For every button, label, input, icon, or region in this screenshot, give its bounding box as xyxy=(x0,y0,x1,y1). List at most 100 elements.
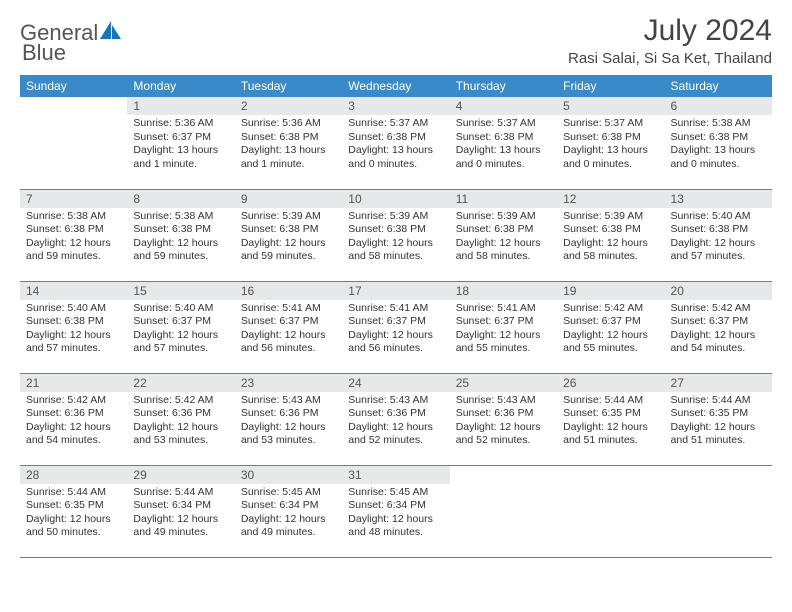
daylight-text: Daylight: 12 hours and 57 minutes. xyxy=(671,237,766,264)
day-number: 12 xyxy=(557,190,664,208)
daylight-text: Daylight: 12 hours and 54 minutes. xyxy=(26,421,121,448)
calendar-cell xyxy=(665,465,772,557)
weekday-header-row: Sunday Monday Tuesday Wednesday Thursday… xyxy=(20,75,772,97)
day-number: 21 xyxy=(20,374,127,392)
daylight-text: Daylight: 13 hours and 0 minutes. xyxy=(563,144,658,171)
daylight-text: Daylight: 12 hours and 49 minutes. xyxy=(241,513,336,540)
daylight-text: Daylight: 12 hours and 51 minutes. xyxy=(671,421,766,448)
sunrise-text: Sunrise: 5:43 AM xyxy=(241,394,336,408)
day-body: Sunrise: 5:40 AMSunset: 6:38 PMDaylight:… xyxy=(665,208,772,269)
day-number: 23 xyxy=(235,374,342,392)
calendar-cell: 6Sunrise: 5:38 AMSunset: 6:38 PMDaylight… xyxy=(665,97,772,189)
weekday-header: Friday xyxy=(557,75,664,97)
calendar-row: 7Sunrise: 5:38 AMSunset: 6:38 PMDaylight… xyxy=(20,189,772,281)
sunset-text: Sunset: 6:37 PM xyxy=(456,315,551,329)
day-number: 5 xyxy=(557,97,664,115)
day-number: 4 xyxy=(450,97,557,115)
day-number: 17 xyxy=(342,282,449,300)
sunset-text: Sunset: 6:38 PM xyxy=(671,131,766,145)
daylight-text: Daylight: 12 hours and 56 minutes. xyxy=(348,329,443,356)
day-body: Sunrise: 5:43 AMSunset: 6:36 PMDaylight:… xyxy=(342,392,449,453)
weekday-header: Saturday xyxy=(665,75,772,97)
daylight-text: Daylight: 12 hours and 51 minutes. xyxy=(563,421,658,448)
weekday-header: Tuesday xyxy=(235,75,342,97)
sunset-text: Sunset: 6:38 PM xyxy=(456,131,551,145)
day-body: Sunrise: 5:39 AMSunset: 6:38 PMDaylight:… xyxy=(235,208,342,269)
page-header: General July 2024 Rasi Salai, Si Sa Ket,… xyxy=(20,14,772,67)
sunset-text: Sunset: 6:38 PM xyxy=(133,223,228,237)
calendar-row: 21Sunrise: 5:42 AMSunset: 6:36 PMDayligh… xyxy=(20,373,772,465)
daylight-text: Daylight: 12 hours and 53 minutes. xyxy=(133,421,228,448)
weekday-header: Monday xyxy=(127,75,234,97)
calendar-table: Sunday Monday Tuesday Wednesday Thursday… xyxy=(20,75,772,558)
day-body: Sunrise: 5:38 AMSunset: 6:38 PMDaylight:… xyxy=(20,208,127,269)
sunrise-text: Sunrise: 5:44 AM xyxy=(26,486,121,500)
day-number: 27 xyxy=(665,374,772,392)
day-number: 29 xyxy=(127,466,234,484)
sunrise-text: Sunrise: 5:37 AM xyxy=(563,117,658,131)
sunrise-text: Sunrise: 5:40 AM xyxy=(133,302,228,316)
day-number: 22 xyxy=(127,374,234,392)
daylight-text: Daylight: 12 hours and 52 minutes. xyxy=(456,421,551,448)
daylight-text: Daylight: 12 hours and 55 minutes. xyxy=(456,329,551,356)
day-body: Sunrise: 5:41 AMSunset: 6:37 PMDaylight:… xyxy=(342,300,449,361)
day-number: 26 xyxy=(557,374,664,392)
sunrise-text: Sunrise: 5:40 AM xyxy=(26,302,121,316)
sunset-text: Sunset: 6:37 PM xyxy=(241,315,336,329)
calendar-cell: 28Sunrise: 5:44 AMSunset: 6:35 PMDayligh… xyxy=(20,465,127,557)
sunrise-text: Sunrise: 5:37 AM xyxy=(348,117,443,131)
calendar-row: 1Sunrise: 5:36 AMSunset: 6:37 PMDaylight… xyxy=(20,97,772,189)
day-body: Sunrise: 5:44 AMSunset: 6:34 PMDaylight:… xyxy=(127,484,234,545)
daylight-text: Daylight: 12 hours and 56 minutes. xyxy=(241,329,336,356)
sunrise-text: Sunrise: 5:36 AM xyxy=(133,117,228,131)
calendar-cell xyxy=(20,97,127,189)
calendar-cell: 8Sunrise: 5:38 AMSunset: 6:38 PMDaylight… xyxy=(127,189,234,281)
calendar-cell: 5Sunrise: 5:37 AMSunset: 6:38 PMDaylight… xyxy=(557,97,664,189)
calendar-page: General July 2024 Rasi Salai, Si Sa Ket,… xyxy=(0,0,792,612)
day-number: 2 xyxy=(235,97,342,115)
sunset-text: Sunset: 6:38 PM xyxy=(456,223,551,237)
sunrise-text: Sunrise: 5:44 AM xyxy=(563,394,658,408)
sunset-text: Sunset: 6:38 PM xyxy=(563,223,658,237)
day-body: Sunrise: 5:39 AMSunset: 6:38 PMDaylight:… xyxy=(342,208,449,269)
sunset-text: Sunset: 6:37 PM xyxy=(133,131,228,145)
day-body: Sunrise: 5:42 AMSunset: 6:37 PMDaylight:… xyxy=(557,300,664,361)
daylight-text: Daylight: 12 hours and 57 minutes. xyxy=(133,329,228,356)
calendar-cell xyxy=(450,465,557,557)
day-number: 31 xyxy=(342,466,449,484)
calendar-cell: 27Sunrise: 5:44 AMSunset: 6:35 PMDayligh… xyxy=(665,373,772,465)
sunset-text: Sunset: 6:38 PM xyxy=(348,223,443,237)
day-body: Sunrise: 5:41 AMSunset: 6:37 PMDaylight:… xyxy=(450,300,557,361)
daylight-text: Daylight: 12 hours and 58 minutes. xyxy=(456,237,551,264)
day-body: Sunrise: 5:38 AMSunset: 6:38 PMDaylight:… xyxy=(127,208,234,269)
weekday-header: Thursday xyxy=(450,75,557,97)
calendar-cell: 9Sunrise: 5:39 AMSunset: 6:38 PMDaylight… xyxy=(235,189,342,281)
sunrise-text: Sunrise: 5:39 AM xyxy=(563,210,658,224)
calendar-cell: 30Sunrise: 5:45 AMSunset: 6:34 PMDayligh… xyxy=(235,465,342,557)
day-number: 30 xyxy=(235,466,342,484)
sunset-text: Sunset: 6:37 PM xyxy=(133,315,228,329)
daylight-text: Daylight: 12 hours and 57 minutes. xyxy=(26,329,121,356)
sunrise-text: Sunrise: 5:39 AM xyxy=(241,210,336,224)
daylight-text: Daylight: 12 hours and 59 minutes. xyxy=(133,237,228,264)
day-body: Sunrise: 5:44 AMSunset: 6:35 PMDaylight:… xyxy=(557,392,664,453)
day-number: 6 xyxy=(665,97,772,115)
daylight-text: Daylight: 12 hours and 52 minutes. xyxy=(348,421,443,448)
day-body: Sunrise: 5:41 AMSunset: 6:37 PMDaylight:… xyxy=(235,300,342,361)
sunset-text: Sunset: 6:35 PM xyxy=(26,499,121,513)
calendar-cell: 16Sunrise: 5:41 AMSunset: 6:37 PMDayligh… xyxy=(235,281,342,373)
calendar-cell: 11Sunrise: 5:39 AMSunset: 6:38 PMDayligh… xyxy=(450,189,557,281)
month-title: July 2024 xyxy=(568,14,772,48)
sunrise-text: Sunrise: 5:42 AM xyxy=(133,394,228,408)
daylight-text: Daylight: 12 hours and 54 minutes. xyxy=(671,329,766,356)
weekday-header: Sunday xyxy=(20,75,127,97)
day-number: 10 xyxy=(342,190,449,208)
sunrise-text: Sunrise: 5:44 AM xyxy=(671,394,766,408)
day-number: 19 xyxy=(557,282,664,300)
day-body: Sunrise: 5:44 AMSunset: 6:35 PMDaylight:… xyxy=(20,484,127,545)
sunset-text: Sunset: 6:34 PM xyxy=(348,499,443,513)
day-number: 8 xyxy=(127,190,234,208)
calendar-cell: 15Sunrise: 5:40 AMSunset: 6:37 PMDayligh… xyxy=(127,281,234,373)
brand-word-2-wrap: Blue xyxy=(22,40,66,66)
day-number: 11 xyxy=(450,190,557,208)
